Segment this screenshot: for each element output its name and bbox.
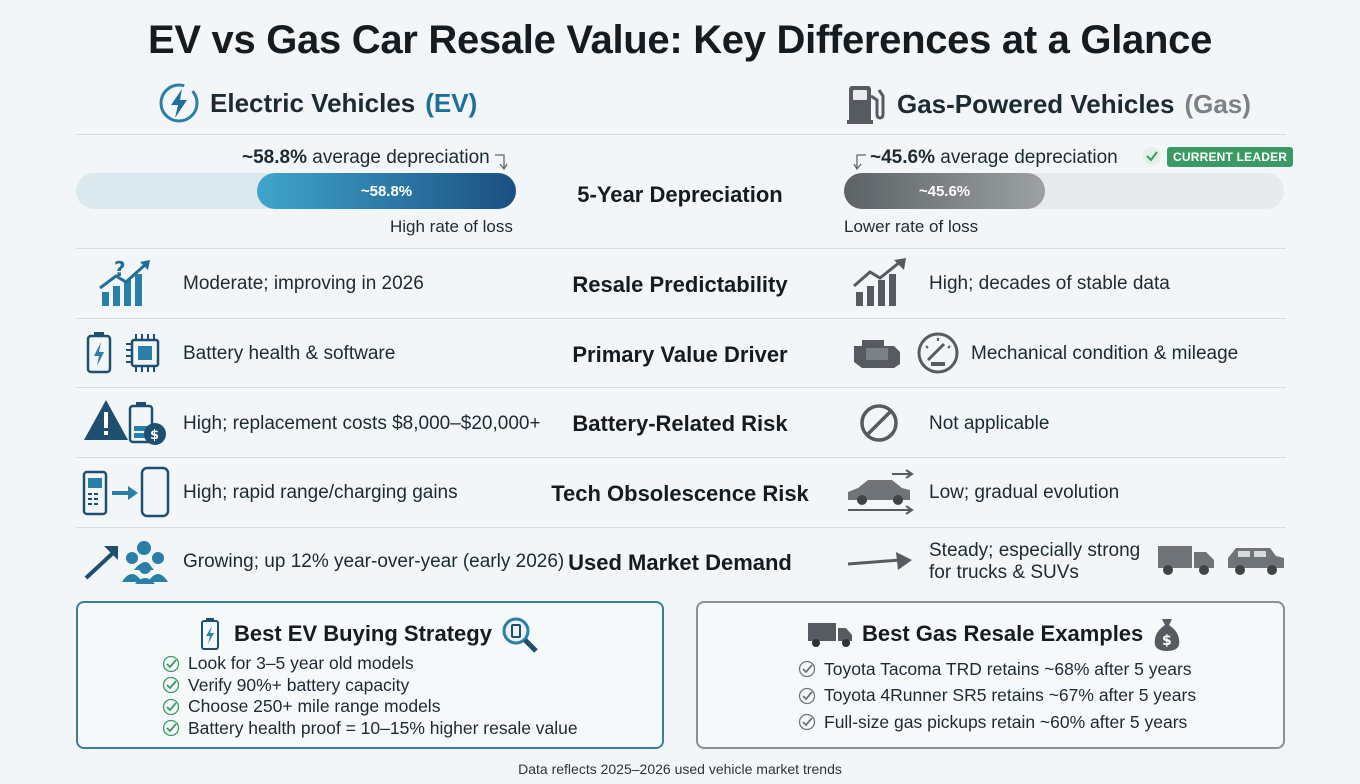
check-circle-icon [1143,147,1161,165]
ev-obsolescence-text: High; rapid range/charging gains [183,482,458,503]
ev-strategy-list: Look for 3–5 year old models Verify 90%+… [162,653,578,739]
engine-gauge-icon [854,332,959,374]
gas-value-driver-text: Mechanical condition & mileage [971,343,1239,364]
gas-depreciation-note: Lower rate of loss [844,217,979,236]
fuel-pump-icon [847,86,885,124]
list-item: Look for 3–5 year old models [162,653,578,675]
truck-icon [808,623,852,647]
divider [76,457,1286,458]
gas-header-tag: (Gas) [1184,88,1251,119]
car-motion-icon [848,469,914,515]
divider [76,248,1286,249]
row-label-demand: Used Market Demand [568,550,792,575]
list-item: Choose 250+ mile range models [162,696,578,718]
gas-depreciation-fill: ~45.6% [844,173,1045,209]
ev-battery-risk-text: High; replacement costs $8,000–$20,000+ [183,413,541,434]
gas-obsolescence-text: Low; gradual evolution [929,482,1120,503]
gas-depreciation-value: ~45.6% [918,182,971,200]
check-icon [162,655,180,672]
list-item: Battery health proof = 10–15% higher res… [162,718,578,740]
ev-header-tag: (EV) [425,87,478,118]
battery-money-icon [201,618,219,650]
gas-demand-text: Steady; especially strong for trucks & S… [929,540,1140,584]
ev-depreciation-value: ~58.8% [360,182,413,200]
chart-question-icon: ? [99,257,150,306]
row-label-value-driver: Primary Value Driver [572,342,788,367]
arrow-down-icon [495,154,508,171]
ev-demand-text: Growing; up 12% year-over-year (early 20… [183,551,565,572]
check-icon [798,687,816,704]
money-bag-icon: $ [1154,619,1180,651]
phone-upgrade-icon [82,466,170,518]
check-icon [798,661,816,678]
gas-demand-line-1: Steady; especially strong [929,540,1141,561]
gas-examples-list: Toyota Tacoma TRD retains ~68% after 5 y… [798,656,1196,736]
ev-depreciation-fill: ~58.8% [257,173,516,209]
gas-examples-box: Best Gas Resale Examples $ Toyota Tacoma… [696,601,1285,749]
gas-battery-risk-text: Not applicable [929,413,1050,434]
list-item: Verify 90%+ battery capacity [162,675,578,697]
check-icon [162,698,180,715]
check-icon [798,714,816,731]
gas-column-header: Gas-Powered Vehicles (Gas) [845,82,1251,126]
ev-depreciation-note: High rate of loss [390,217,513,236]
warning-battery-icon: $ [84,400,166,445]
divider [76,318,1286,319]
list-item: Toyota Tacoma TRD retains ~68% after 5 y… [798,656,1196,683]
row-label-obsolescence: Tech Obsolescence Risk [551,481,809,506]
footer-note: Data reflects 2025–2026 used vehicle mar… [518,761,842,777]
arrow-down-icon [853,154,866,171]
page-title: EV vs Gas Car Resale Value: Key Differen… [147,18,1213,62]
ev-strategy-box: Best EV Buying Strategy Look for 3–5 yea… [76,601,664,749]
list-item: Full-size gas pickups retain ~60% after … [798,709,1196,736]
truck-suv-icon [1158,546,1284,575]
gas-depreciation-caption: ~45.6% average depreciation [870,147,1118,168]
divider [76,527,1286,528]
row-label-depreciation: 5-Year Depreciation [577,182,783,207]
not-allowed-icon [860,404,898,442]
gas-predictability-text: High; decades of stable data [929,273,1170,294]
battery-chip-icon [86,332,160,374]
svg-text:$: $ [150,428,159,443]
ev-strategy-title-row: Best EV Buying Strategy [198,615,540,653]
ev-predictability-text: Moderate; improving in 2026 [183,273,424,294]
ev-depreciation-caption: ~58.8% average depreciation [242,147,490,168]
gas-demand-line-2: for trucks & SUVs [929,562,1079,583]
ev-depreciation-bar: ~58.8% [76,173,516,209]
gas-examples-title-row: Best Gas Resale Examples $ [806,615,1183,653]
gas-depreciation-bar: ~45.6% [844,173,1284,209]
row-label-predictability: Resale Predictability [572,272,788,297]
current-leader-badge: CURRENT LEADER [1167,147,1294,167]
divider [76,134,1286,135]
ev-header-label: Electric Vehicles [210,87,416,118]
list-item: Toyota 4Runner SR5 retains ~67% after 5 … [798,683,1196,710]
gas-examples-title: Best Gas Resale Examples [862,621,1144,646]
chart-growth-icon [853,258,906,306]
arrow-right-icon [847,552,912,570]
row-label-battery-risk: Battery-Related Risk [572,411,788,436]
ev-strategy-title: Best EV Buying Strategy [234,621,492,646]
ev-column-header: Electric Vehicles (EV) [158,82,477,124]
check-icon [162,720,180,737]
lightning-bolt-icon [159,83,199,123]
magnifier-icon [502,617,538,653]
check-icon [162,677,180,694]
people-trend-icon [84,541,168,584]
svg-text:?: ? [114,257,126,281]
svg-text:$: $ [1162,633,1172,649]
divider [76,387,1286,388]
ev-value-driver-text: Battery health & software [183,343,396,364]
gas-header-label: Gas-Powered Vehicles [897,88,1175,119]
